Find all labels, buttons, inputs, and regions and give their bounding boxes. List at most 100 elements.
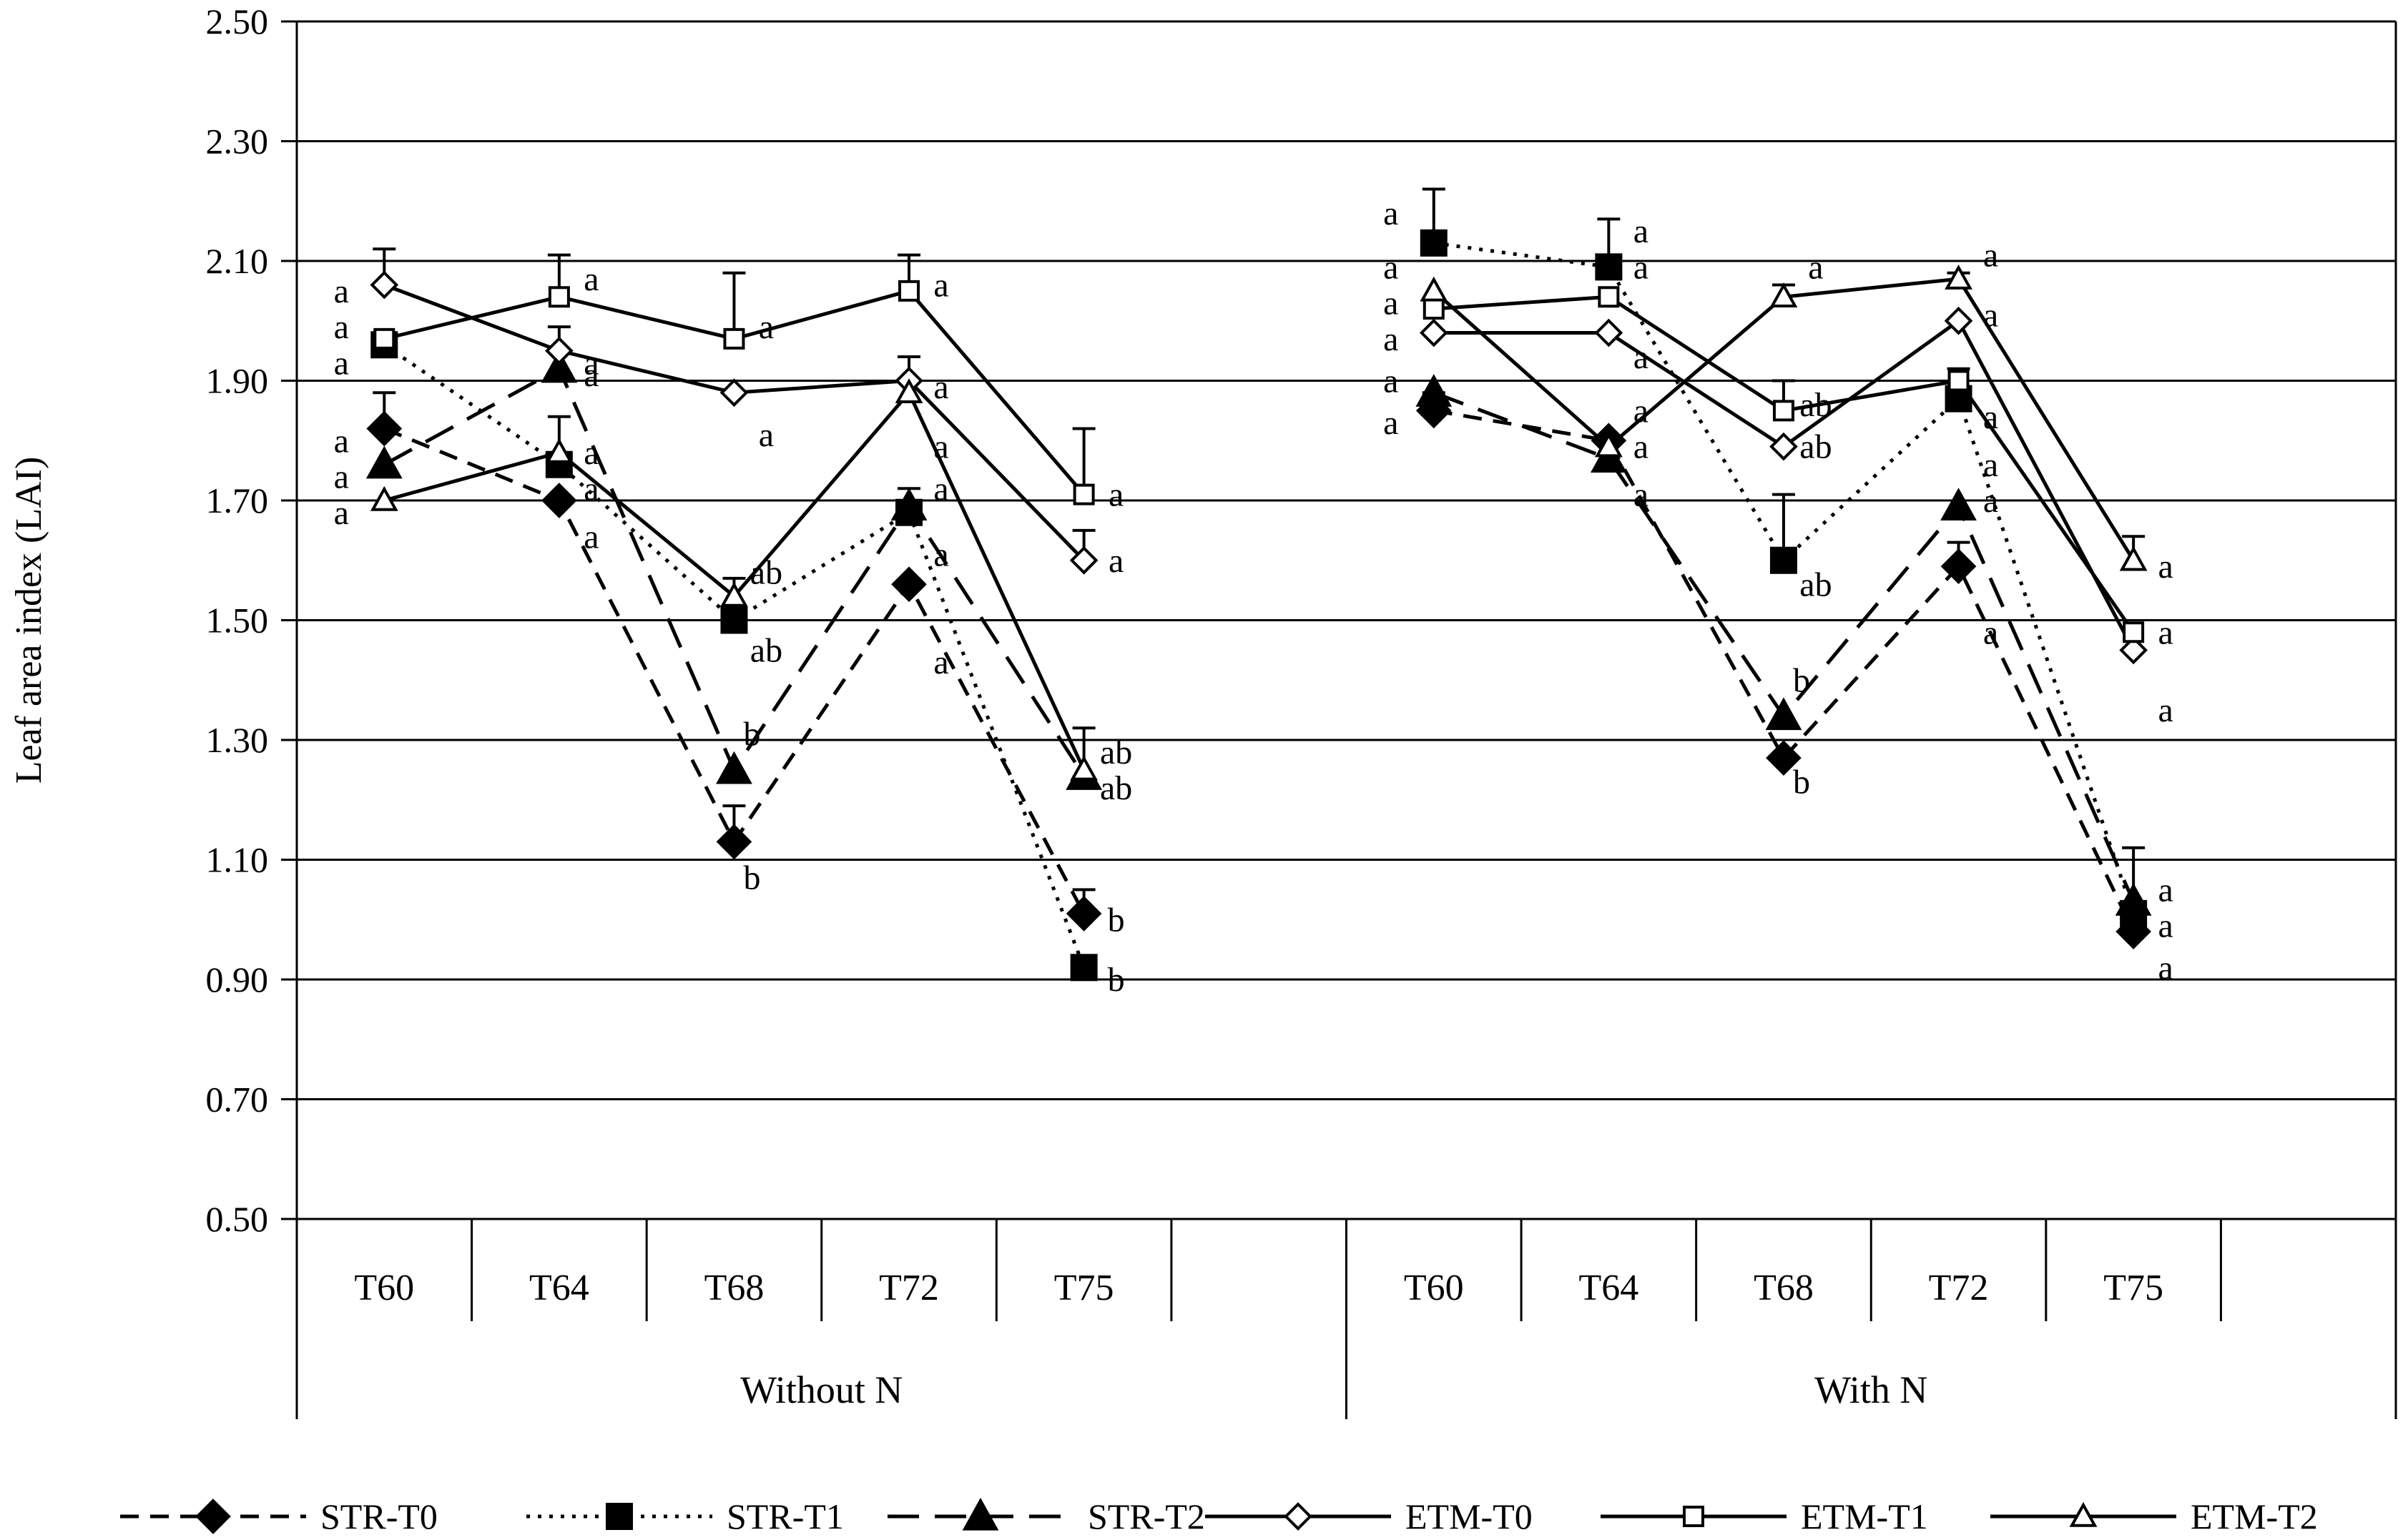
data-point-marker (1420, 276, 1448, 302)
significance-letter: a (334, 458, 349, 496)
y-tick-label: 2.10 (206, 241, 269, 281)
x-category-label: T75 (2103, 1268, 2163, 1308)
data-point-marker (1769, 546, 1797, 574)
data-point-marker (720, 581, 748, 607)
significance-letter: a (1383, 404, 1398, 442)
significance-letter: a (2158, 949, 2173, 987)
legend-label-str-t1: STR-T1 (727, 1496, 844, 1536)
significance-letter: a (584, 260, 599, 298)
significance-letter: b (1108, 961, 1125, 999)
data-point-marker (545, 336, 574, 365)
significance-letter: a (933, 368, 948, 406)
data-point-marker (1594, 432, 1623, 458)
significance-letter: ab (750, 631, 782, 669)
data-point-marker (365, 445, 403, 479)
significance-letter: a (1383, 320, 1398, 358)
y-tick-label: 1.30 (206, 720, 269, 760)
data-point-marker (1069, 546, 1099, 575)
data-point-marker (898, 280, 920, 302)
significance-letter: a (933, 267, 948, 305)
y-tick-label: 2.50 (206, 1, 269, 41)
data-point-marker (1419, 318, 1448, 347)
y-tick-label: 2.30 (206, 122, 269, 162)
significance-letter: a (933, 470, 948, 508)
x-category-label: T64 (529, 1268, 589, 1308)
annotation-layer: aaaaaaaaaaaaaaababbbaaaaaaaaababbbaaaaaa… (334, 194, 2173, 999)
y-tick-label: 1.50 (206, 601, 269, 641)
significance-letter: a (1633, 392, 1648, 430)
significance-letter: a (2158, 548, 2173, 586)
data-point-marker (962, 1497, 999, 1531)
data-point-marker (720, 606, 748, 634)
x-category-label: T60 (354, 1268, 414, 1308)
significance-letter: a (2158, 691, 2173, 729)
x-category-label: T72 (879, 1268, 939, 1308)
significance-letter: a (1633, 248, 1648, 286)
x-group-label: Without N (740, 1368, 903, 1411)
grid-layer (297, 20, 2396, 1100)
data-point-marker (1940, 488, 1977, 520)
significance-letter: a (2158, 871, 2173, 909)
data-point-marker (1945, 265, 1972, 290)
x-category-label: T68 (1754, 1268, 1814, 1308)
y-tick-label: 0.70 (206, 1080, 269, 1120)
significance-letter: a (2158, 907, 2173, 945)
significance-letter: a (1983, 398, 1998, 436)
significance-letter: a (1983, 237, 1998, 275)
significance-letter: b (1793, 764, 1810, 801)
data-point-marker (1769, 432, 1798, 461)
significance-letter: a (334, 422, 349, 460)
significance-letter: a (1983, 613, 1998, 651)
series-line-etm-t0 (1433, 318, 2136, 651)
x-group-label: With N (1814, 1368, 1927, 1411)
axes-layer: 0.50 0.70 0.90 1.10 1.30 1.50 1.70 1.90 2.10 2.30… (9, 1, 2397, 1419)
data-point-marker (548, 286, 570, 308)
significance-letter: ab (1799, 566, 1832, 603)
data-point-marker (890, 488, 928, 520)
significance-letter: a (584, 356, 599, 394)
significance-letter: a (1983, 482, 1998, 520)
series-layer (365, 187, 2152, 982)
significance-letter: a (584, 470, 599, 508)
data-point-marker (1070, 755, 1099, 781)
data-point-marker (1940, 548, 1977, 584)
significance-letter: a (1633, 338, 1648, 376)
significance-letter: ab (1799, 428, 1832, 466)
significance-letter: ab (1799, 386, 1832, 424)
significance-letter: a (1983, 296, 1998, 334)
significance-letter: b (1108, 901, 1125, 939)
significance-letter: a (1633, 476, 1648, 514)
y-tick-label: 1.70 (206, 480, 269, 520)
series-line-etm-t1 (1433, 295, 2136, 633)
significance-letter: a (1383, 362, 1398, 400)
data-point-marker (1772, 400, 1794, 422)
data-point-marker (1284, 1502, 1312, 1531)
data-point-marker (719, 378, 749, 408)
data-point-marker (1769, 282, 1798, 308)
data-point-marker (1415, 374, 1453, 407)
significance-letter: a (1633, 212, 1648, 250)
data-point-marker (2119, 636, 2148, 665)
legend-label-str-t2: STR-T2 (1088, 1496, 1205, 1536)
data-point-marker (891, 566, 927, 603)
y-tick-label: 1.10 (206, 840, 269, 880)
significance-letter: a (933, 428, 948, 466)
significance-letter: a (584, 344, 599, 382)
data-point-marker (1683, 1506, 1704, 1527)
significance-letter: a (334, 308, 349, 346)
x-category-label: T60 (1404, 1268, 1464, 1308)
data-point-marker (716, 824, 752, 860)
data-point-marker (2123, 621, 2145, 643)
data-point-marker (541, 350, 578, 383)
significance-letter: a (759, 308, 774, 346)
data-point-marker (2115, 883, 2152, 916)
data-point-marker (606, 1503, 633, 1530)
significance-letter: ab (1100, 769, 1132, 807)
data-point-marker (545, 438, 574, 463)
legend-label-etm-t2: ETM-T2 (2191, 1496, 2318, 1536)
significance-letter: a (1383, 285, 1398, 322)
significance-letter: a (334, 344, 349, 382)
x-category-label: T75 (1054, 1268, 1114, 1308)
